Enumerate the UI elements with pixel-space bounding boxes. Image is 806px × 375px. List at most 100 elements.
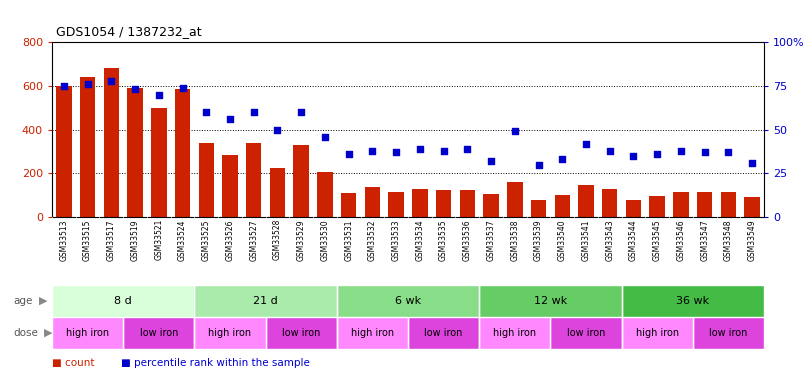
Bar (194, 285, 337, 317)
Text: GSM33513: GSM33513 (60, 219, 69, 261)
Point (343, 151, 355, 157)
Text: ■ percentile rank within the sample: ■ percentile rank within the sample (121, 358, 310, 368)
Bar (127, 88, 143, 217)
Bar (194, 317, 266, 349)
Text: low iron: low iron (425, 328, 463, 338)
Bar (337, 317, 408, 349)
Bar (531, 200, 546, 217)
Point (484, 158, 497, 164)
Bar (555, 195, 570, 217)
Bar (246, 142, 261, 217)
Bar (151, 108, 167, 217)
Bar (602, 189, 617, 217)
Text: GSM33536: GSM33536 (463, 219, 472, 261)
Bar (693, 317, 764, 349)
Bar (578, 184, 594, 217)
Bar (266, 317, 337, 349)
Text: 21 d: 21 d (253, 296, 278, 306)
Bar (80, 78, 95, 217)
Text: GSM33526: GSM33526 (226, 219, 235, 261)
Bar (673, 192, 688, 217)
Point (627, 153, 640, 159)
Text: GSM33517: GSM33517 (107, 219, 116, 261)
Bar (484, 195, 499, 217)
Text: high iron: high iron (351, 328, 394, 338)
Point (556, 156, 569, 162)
Text: low iron: low iron (567, 328, 605, 338)
Point (271, 126, 284, 132)
Text: GSM33549: GSM33549 (748, 219, 757, 261)
Bar (650, 196, 665, 217)
Text: GSM33539: GSM33539 (534, 219, 543, 261)
Bar (266, 317, 337, 349)
Text: dose: dose (13, 328, 38, 338)
Point (603, 147, 616, 153)
Bar (693, 317, 764, 349)
Point (129, 86, 142, 92)
Bar (56, 86, 72, 217)
Bar (318, 172, 333, 217)
Bar (480, 317, 550, 349)
Point (152, 92, 165, 98)
Text: GSM33547: GSM33547 (700, 219, 709, 261)
Text: high iron: high iron (636, 328, 679, 338)
Point (81, 81, 94, 87)
Text: GSM33545: GSM33545 (653, 219, 662, 261)
Bar (507, 182, 522, 217)
Bar (364, 188, 380, 217)
Bar (459, 190, 475, 217)
Bar (408, 317, 480, 349)
Bar (104, 68, 119, 217)
Point (389, 149, 402, 155)
Text: ▶: ▶ (39, 296, 48, 306)
Point (200, 109, 213, 115)
Bar (621, 317, 693, 349)
Text: GSM33531: GSM33531 (344, 219, 353, 261)
Bar (550, 317, 621, 349)
Bar (222, 154, 238, 217)
Bar (293, 145, 309, 217)
Bar (337, 285, 480, 317)
Text: age: age (13, 296, 32, 306)
Text: GSM33534: GSM33534 (415, 219, 425, 261)
Bar (436, 190, 451, 217)
Point (532, 162, 545, 168)
Bar (550, 317, 621, 349)
Text: GSM33521: GSM33521 (154, 219, 164, 260)
Point (105, 78, 118, 84)
Text: GSM33533: GSM33533 (392, 219, 401, 261)
Point (437, 147, 450, 153)
Bar (270, 168, 285, 217)
Bar (123, 317, 194, 349)
Bar (388, 192, 404, 217)
Point (722, 149, 735, 155)
Text: GSM33548: GSM33548 (724, 219, 733, 261)
Point (223, 116, 236, 122)
Text: GSM33532: GSM33532 (368, 219, 377, 261)
Bar (625, 200, 642, 217)
Text: GSM33529: GSM33529 (297, 219, 305, 261)
Bar (408, 317, 480, 349)
Bar (198, 142, 214, 217)
Text: high iron: high iron (493, 328, 536, 338)
Bar (697, 192, 713, 217)
Text: GSM33538: GSM33538 (510, 219, 519, 261)
Bar (52, 285, 194, 317)
Text: low iron: low iron (282, 328, 321, 338)
Text: low iron: low iron (709, 328, 748, 338)
Text: GSM33541: GSM33541 (581, 219, 591, 261)
Text: GSM33527: GSM33527 (249, 219, 258, 261)
Text: GSM33544: GSM33544 (629, 219, 638, 261)
Text: high iron: high iron (66, 328, 109, 338)
Point (413, 146, 426, 152)
Text: GSM33546: GSM33546 (676, 219, 685, 261)
Text: GSM33524: GSM33524 (178, 219, 187, 261)
Point (318, 134, 331, 140)
Text: ■ count: ■ count (52, 358, 94, 368)
Point (698, 149, 711, 155)
Bar (52, 317, 123, 349)
Bar (745, 197, 760, 217)
Point (366, 147, 379, 153)
Bar (123, 317, 194, 349)
Text: GSM33525: GSM33525 (202, 219, 210, 261)
